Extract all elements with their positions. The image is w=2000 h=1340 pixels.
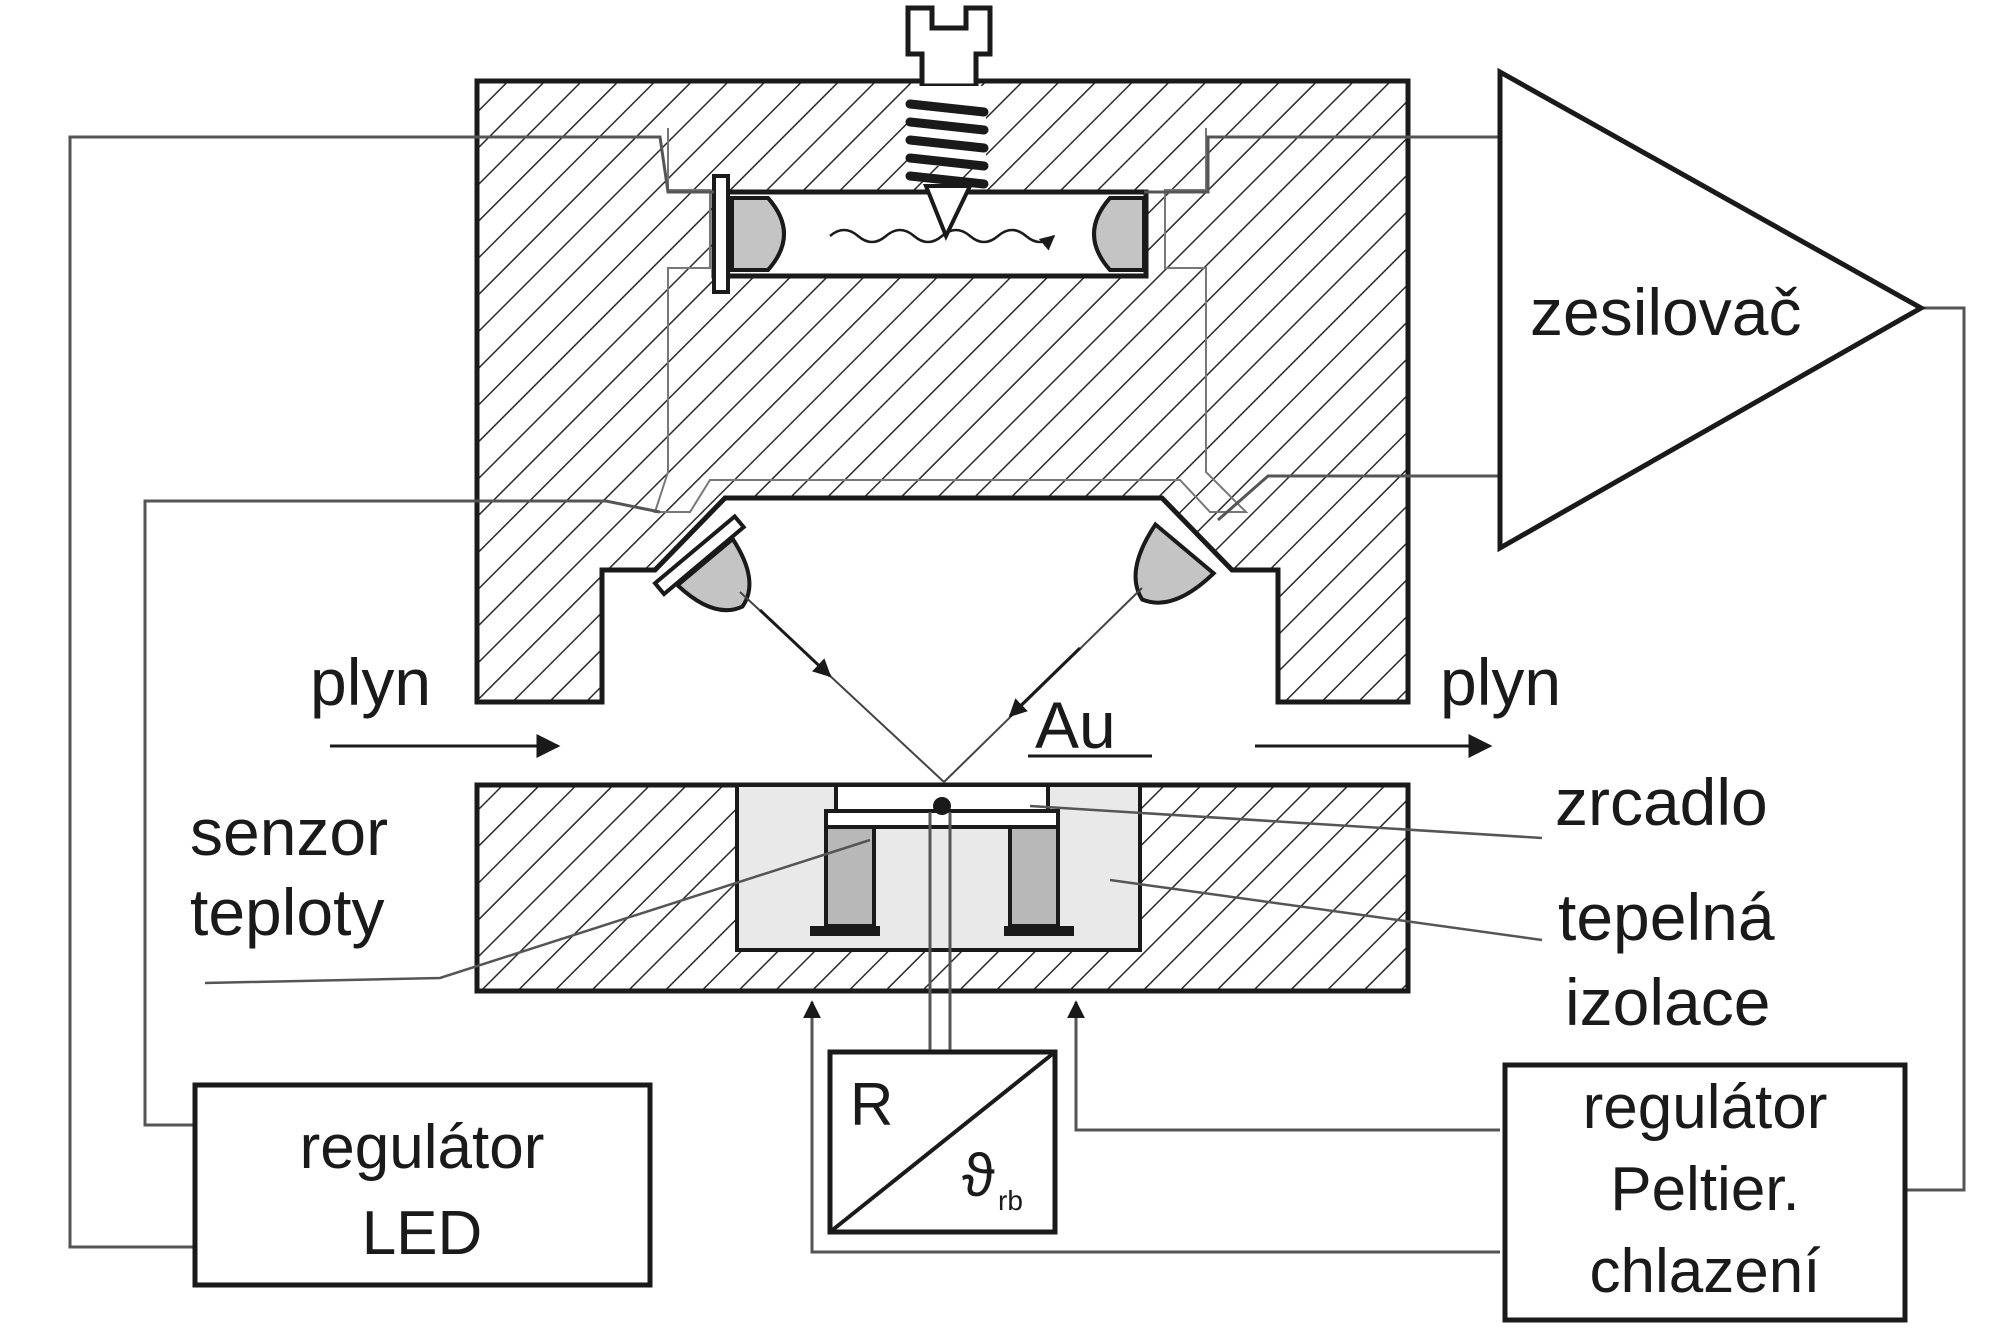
wiring bbox=[68, 135, 1966, 1254]
reference-tube bbox=[711, 174, 1149, 294]
sensor-label-line1: senzor bbox=[190, 795, 388, 869]
peltier-contact-left bbox=[810, 926, 880, 936]
insulation-label-line1: tepelná bbox=[1558, 880, 1775, 954]
wire-peltier-right bbox=[1067, 1000, 1500, 1132]
upper-block bbox=[474, 78, 1411, 705]
led-regulator-box bbox=[192, 1082, 653, 1288]
wire-led-meas bbox=[143, 499, 661, 1127]
wire-amp-peltier bbox=[1905, 306, 1966, 1192]
sensor-label-line2: teploty bbox=[190, 875, 384, 949]
reference-light-wave bbox=[829, 228, 1056, 251]
led-regulator-label-line2: LED bbox=[362, 1199, 483, 1268]
insulation-label-line2: izolace bbox=[1565, 965, 1770, 1039]
converter-theta-subscript: rb bbox=[998, 1185, 1023, 1216]
insulation-pointer bbox=[1109, 878, 1543, 942]
measuring-photodetector bbox=[1133, 521, 1217, 605]
peltier-leg-right bbox=[1008, 825, 1060, 928]
reference-led bbox=[730, 196, 786, 272]
peltier-contact-right bbox=[1004, 926, 1074, 936]
peltier-regulator-label-line3: chlazení bbox=[1590, 1237, 1821, 1306]
sensor-pointer bbox=[204, 838, 871, 985]
gold-label: Au bbox=[1035, 688, 1116, 762]
reference-led-mount bbox=[712, 174, 730, 294]
optical-channel bbox=[653, 128, 1249, 513]
resistance-temperature-converter bbox=[827, 1049, 1058, 1235]
led-regulator-label-line1: regulátor bbox=[300, 1113, 545, 1182]
mirror-label: zrcadlo bbox=[1555, 765, 1768, 839]
gas-in-label: plyn bbox=[310, 645, 431, 719]
peltier-regulator-label-line1: regulátor bbox=[1583, 1073, 1828, 1142]
light-rays bbox=[739, 587, 1143, 783]
peltier-regulator-box bbox=[1502, 1062, 1908, 1323]
amplifier bbox=[1497, 67, 1927, 553]
pointer-lines bbox=[204, 804, 1543, 985]
converter-theta-label: ϑ bbox=[962, 1142, 995, 1209]
converter-r-label: R bbox=[850, 1071, 893, 1138]
temperature-sensor bbox=[933, 797, 951, 815]
gas-out-label: plyn bbox=[1440, 645, 1561, 719]
wire-ref-amp bbox=[1144, 135, 1500, 194]
amplifier-label: zesilovač bbox=[1530, 275, 1801, 349]
labels: plyn plyn Au zrcadlo senzor teploty tepe… bbox=[190, 275, 1827, 1306]
peltier-regulator-label-line2: Peltier. bbox=[1610, 1155, 1800, 1224]
mirror-pointer bbox=[1029, 804, 1543, 840]
reference-photodetector bbox=[1092, 196, 1146, 272]
lower-block bbox=[474, 782, 1411, 1050]
wire-led-ref bbox=[68, 135, 714, 1249]
adjustment-screw bbox=[905, 5, 993, 241]
wire-meas-amp bbox=[1217, 474, 1500, 522]
wire-peltier-left bbox=[803, 1000, 1500, 1254]
measuring-led bbox=[652, 513, 752, 613]
